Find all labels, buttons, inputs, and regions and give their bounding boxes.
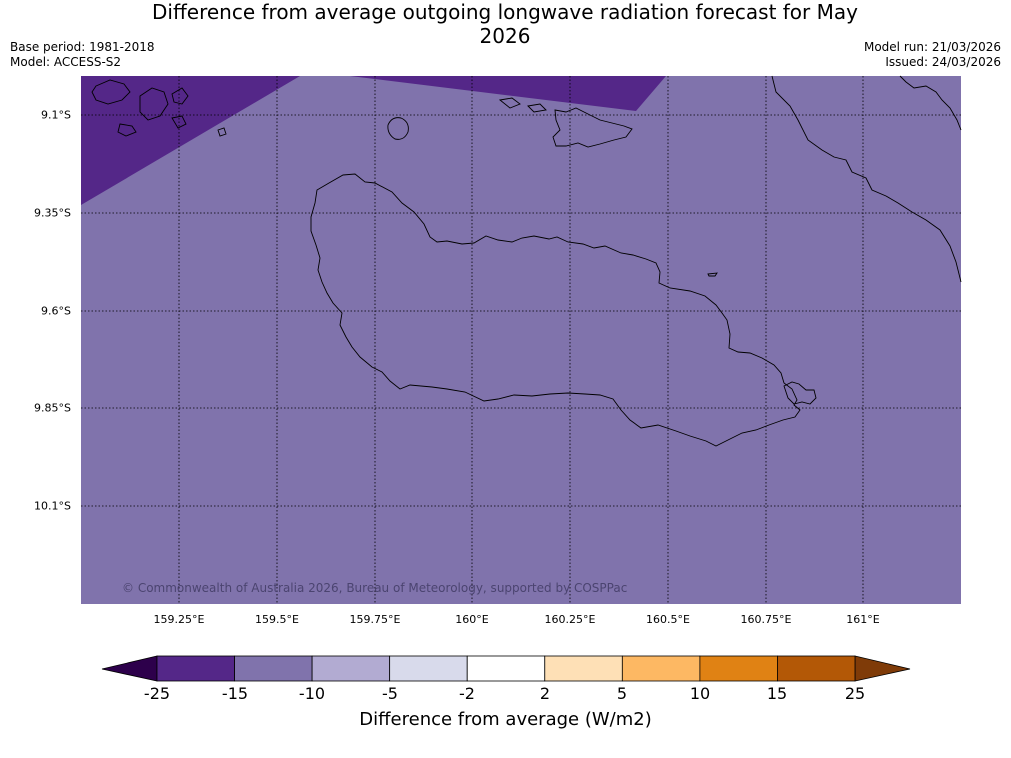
colorbar-bin: [156, 655, 235, 682]
colorbar-extend-high: [854, 655, 911, 682]
coastline-guadalcanal: [310, 173, 801, 447]
colorbar-bins: [156, 655, 856, 682]
model-name: Model: ACCESS-S2: [10, 55, 122, 69]
model-run: Model run: 21/03/2026: [863, 40, 1001, 54]
lon-label: 159.5°E: [255, 613, 299, 626]
colorbar-tick-label: 15: [766, 684, 788, 703]
meta-left: Base period: 1981-2018 Model: ACCESS-S2: [10, 40, 155, 70]
lon-label: 161°E: [846, 613, 880, 626]
colorbar-tick-label: -25: [143, 684, 171, 703]
lat-label: 9.35°S: [34, 206, 71, 220]
lon-label: 159.75°E: [349, 613, 401, 626]
map-background: [81, 76, 961, 604]
base-period: Base period: 1981-2018: [10, 40, 155, 54]
colorbar-title: Difference from average (W/m2): [359, 709, 652, 730]
colorbar-bin: [777, 655, 856, 682]
colorbar-tick-label: 10: [689, 684, 711, 703]
coastline-northeast: [899, 75, 962, 131]
colorbar-bin: [544, 655, 623, 682]
lon-label: 160.75°E: [740, 613, 792, 626]
lon-label: 160.5°E: [646, 613, 690, 626]
copyright-notice: © Commonwealth of Australia 2026, Bureau…: [122, 581, 627, 595]
colorbar-tick-label: -10: [298, 684, 326, 703]
anomaly-patch-west: [81, 76, 300, 205]
anomaly-patch-north: [350, 76, 666, 111]
coastline-malaita: [771, 75, 962, 283]
colorbar-tick-label: 2: [539, 684, 551, 703]
map-title: Difference from average outgoing longwav…: [152, 0, 858, 48]
lat-label: 9.85°S: [34, 401, 71, 415]
lat-label: 9.1°S: [41, 108, 71, 122]
lon-label: 160.25°E: [544, 613, 596, 626]
lat-label: 9.6°S: [41, 304, 71, 318]
colorbar-tick-label: -15: [221, 684, 249, 703]
colorbar-tick-label: -5: [382, 684, 398, 703]
issued-date: Issued: 24/03/2026: [885, 55, 1001, 69]
coastline-russell-islands: [91, 79, 227, 137]
lon-label: 159.25°E: [153, 613, 205, 626]
colorbar-bin: [234, 655, 313, 682]
colorbar-tick-label: 25: [844, 684, 866, 703]
colorbar-extend-low: [101, 655, 158, 682]
colorbar-bin: [311, 655, 391, 682]
lon-label: 160°E: [455, 613, 489, 626]
coastlines: [91, 75, 962, 447]
coastline-north-islets: [498, 97, 547, 113]
lat-label: 10.1°S: [34, 499, 71, 513]
colorbar-bin: [621, 655, 701, 682]
meta-right: Model run: 21/03/2026 Issued: 24/03/2026: [864, 40, 1001, 70]
colorbar-bin: [389, 655, 468, 682]
coastline-florida-islands: [552, 107, 633, 148]
coastline-marau: [783, 381, 817, 405]
coastline-islet: [387, 117, 409, 140]
coastline-small-islet: [707, 272, 718, 277]
colorbar-tick-label: 5: [616, 684, 628, 703]
colorbar: [101, 655, 911, 682]
colorbar-bin: [699, 655, 778, 682]
graticule: [81, 76, 961, 604]
colorbar-bin: [466, 655, 546, 682]
colorbar-tick-label: -2: [459, 684, 475, 703]
